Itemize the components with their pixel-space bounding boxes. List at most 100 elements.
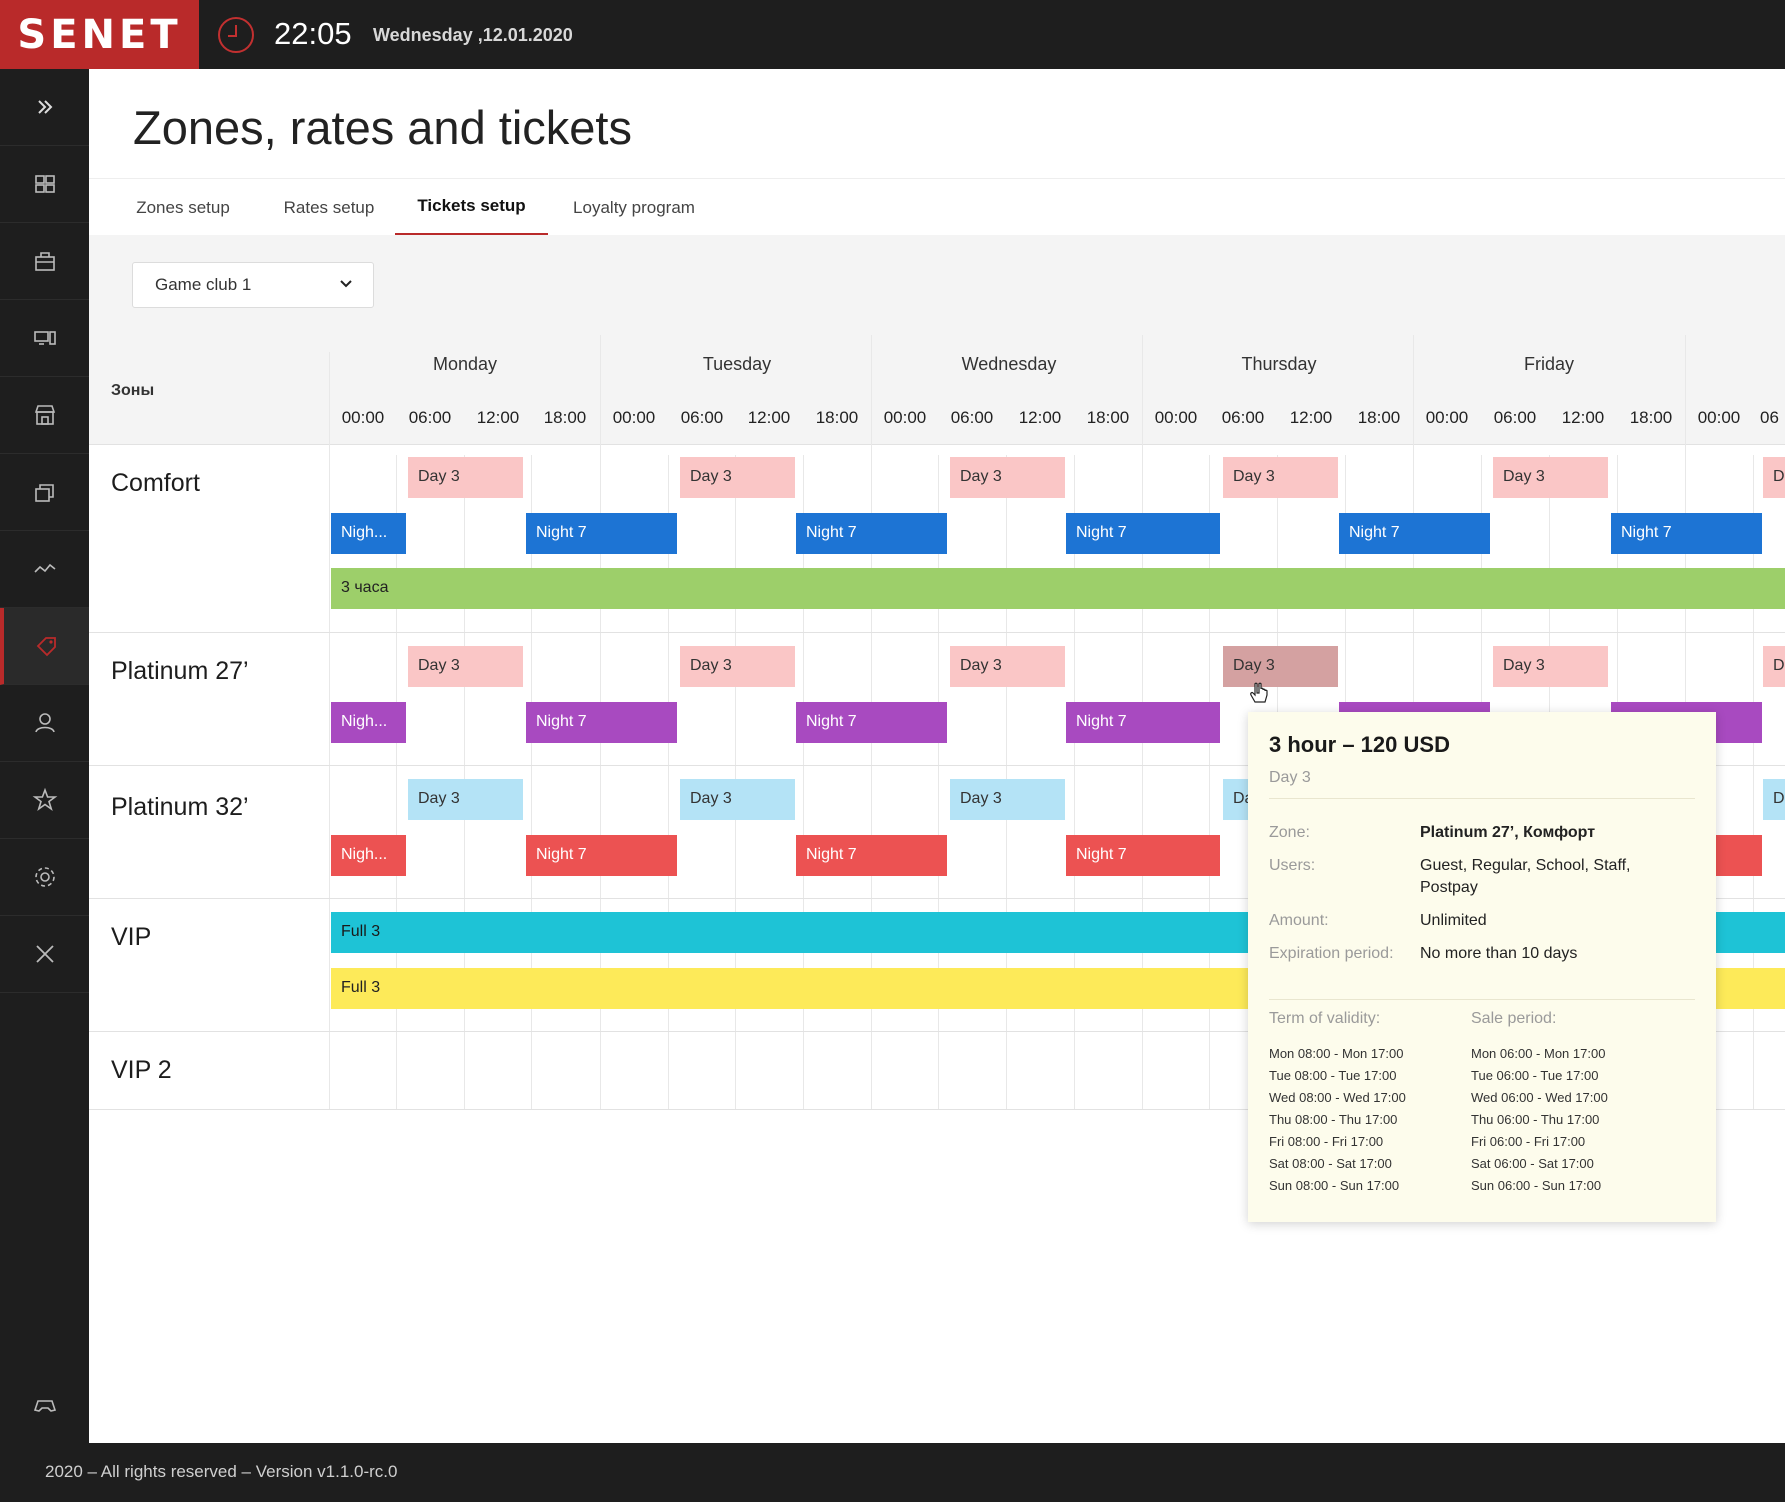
ticket-day3[interactable]: Day 3 [408, 457, 523, 498]
sidebar-item-loyalty[interactable] [0, 762, 89, 839]
tabs-bar: Zones setup Rates setup Tickets setup Lo… [89, 178, 1785, 236]
validity-line: Mon 08:00 - Mon 17:00 [1269, 1046, 1404, 1061]
current-date: Wednesday ,12.01.2020 [373, 25, 573, 45]
sidebar-item-settings[interactable] [0, 839, 89, 916]
zones-column-label: Зоны [111, 382, 155, 399]
ticket-day3[interactable]: Day 3 [1493, 646, 1608, 687]
ticket-night7[interactable]: Night 7 [526, 835, 677, 876]
tooltip-divider [1269, 999, 1695, 1000]
day-label-thursday: Thursday [1241, 354, 1317, 374]
sale-line: Tue 06:00 - Tue 17:00 [1471, 1068, 1599, 1083]
day-label-friday: Friday [1523, 354, 1574, 374]
ticket-day3[interactable]: Day 3 [408, 779, 523, 820]
ticket-day3[interactable]: Day 3 [680, 646, 795, 687]
ticket-day3[interactable]: D [1763, 779, 1785, 820]
tab-loyalty-program[interactable]: Loyalty program [573, 197, 695, 217]
ticket-night7[interactable]: Nigh... [331, 702, 406, 743]
day-label-wednesday: Wednesday [961, 354, 1057, 374]
time-label: 00:00 [1425, 408, 1469, 427]
ticket-night7[interactable]: Night 7 [1066, 513, 1220, 554]
ticket-night7[interactable]: Night 7 [796, 835, 947, 876]
validity-line: Thu 08:00 - Thu 17:00 [1269, 1112, 1398, 1127]
ticket-night7[interactable]: Night 7 [796, 513, 947, 554]
ticket-3-hours[interactable]: 3 часа [331, 568, 1785, 609]
tooltip-expiration-value: No more than 10 days [1420, 945, 1578, 962]
ticket-night7[interactable]: Night 7 [1339, 513, 1490, 554]
time-label: 06:00 [950, 408, 994, 427]
sidebar-expand[interactable] [0, 69, 89, 146]
validity-line: Sat 08:00 - Sat 17:00 [1269, 1156, 1392, 1171]
tab-tickets-setup[interactable]: Tickets setup [395, 179, 548, 236]
club-select[interactable]: Game club 1 [132, 262, 374, 308]
sale-line: Fri 06:00 - Fri 17:00 [1471, 1134, 1586, 1149]
ticket-night7[interactable]: Night 7 [796, 702, 947, 743]
sidebar-item-zones[interactable] [0, 146, 89, 223]
sidebar-item-cards[interactable] [0, 454, 89, 531]
sidebar-item-stats[interactable] [0, 531, 89, 608]
zone-name-comfort: Comfort [111, 469, 200, 497]
tab-rates-setup[interactable]: Rates setup [283, 197, 375, 217]
sidebar-item-devices[interactable] [0, 300, 89, 377]
ticket-day3[interactable]: Day 3 [950, 646, 1065, 687]
ticket-day3[interactable]: D [1763, 646, 1785, 687]
time-label: 00:00 [341, 408, 385, 427]
sidebar-item-shop[interactable] [0, 223, 89, 300]
zones-icon [34, 175, 55, 193]
ticket-night7[interactable]: Nigh... [331, 835, 406, 876]
ticket-night7[interactable]: Night 7 [1066, 702, 1220, 743]
ticket-day3-hovered[interactable]: Day 3 [1223, 646, 1338, 687]
tooltip-zone-label: Zone: [1269, 824, 1310, 841]
store-icon [34, 405, 55, 425]
tab-zones-setup[interactable]: Zones setup [136, 197, 230, 217]
ticket-tooltip: 3 hour – 120 USD Day 3 Zone: Platinum 27… [1248, 712, 1716, 1222]
sidebar-item-users[interactable] [0, 685, 89, 762]
zone-name-platinum-27: Platinum 27’ [111, 657, 249, 685]
ticket-day3[interactable]: Day 3 [680, 457, 795, 498]
settings-icon [34, 867, 55, 887]
time-label: 12:00 [476, 408, 520, 427]
time-label: 00:00 [1697, 408, 1741, 427]
ticket-night7[interactable]: Nigh... [331, 513, 406, 554]
ticket-night7[interactable]: Night 7 [1611, 513, 1762, 554]
time-label: 12:00 [1289, 408, 1333, 427]
sidebar-item-tools[interactable] [0, 916, 89, 993]
stats-icon [33, 563, 55, 573]
users-icon [34, 713, 55, 733]
senet-logo[interactable]: SENET [0, 0, 199, 69]
sidebar-item-tickets[interactable] [0, 608, 89, 685]
ticket-night7[interactable]: Night 7 [526, 513, 677, 554]
sidebar-item-games[interactable] [0, 1366, 89, 1443]
cards-icon [34, 484, 54, 502]
tooltip-divider [1269, 798, 1695, 799]
gamepad-icon [33, 1399, 56, 1412]
tooltip-zone-value: Platinum 27’, Комфорт [1420, 824, 1596, 841]
hand-cursor-icon [1250, 682, 1268, 703]
ticket-day3[interactable]: Day 3 [680, 779, 795, 820]
time-label: 06:00 [1221, 408, 1265, 427]
tooltip-validity-label: Term of validity: [1269, 1010, 1381, 1027]
time-label: 12:00 [747, 408, 791, 427]
chevron-down-icon[interactable] [336, 274, 356, 294]
time-label: 18:00 [543, 408, 587, 427]
shop-icon [34, 252, 55, 271]
footer: 2020 – All rights reserved – Version v1.… [0, 1443, 1785, 1502]
ticket-night7[interactable]: Night 7 [1066, 835, 1220, 876]
devices-icon [33, 331, 56, 345]
ticket-day3[interactable]: D [1763, 457, 1785, 498]
ticket-night7[interactable]: Night 7 [526, 702, 677, 743]
ticket-day3[interactable]: Day 3 [1493, 457, 1608, 498]
sidebar-item-store[interactable] [0, 377, 89, 454]
tooltip-users-value: Guest, Regular, School, Staff, Postpay [1420, 857, 1631, 896]
ticket-day3[interactable]: Day 3 [950, 457, 1065, 498]
ticket-day3[interactable]: Day 3 [1223, 457, 1338, 498]
ticket-day3[interactable]: Day 3 [950, 779, 1065, 820]
ticket-day3[interactable]: Day 3 [408, 646, 523, 687]
tickets-icon [36, 637, 56, 657]
time-label: 12:00 [1018, 408, 1062, 427]
page-title: Zones, rates and tickets [133, 101, 632, 154]
expand-icon [37, 100, 52, 114]
clock-icon [218, 17, 254, 53]
time-label: 06:00 [680, 408, 724, 427]
tooltip-amount-label: Amount: [1269, 912, 1329, 929]
current-time: 22:05 [274, 16, 352, 51]
